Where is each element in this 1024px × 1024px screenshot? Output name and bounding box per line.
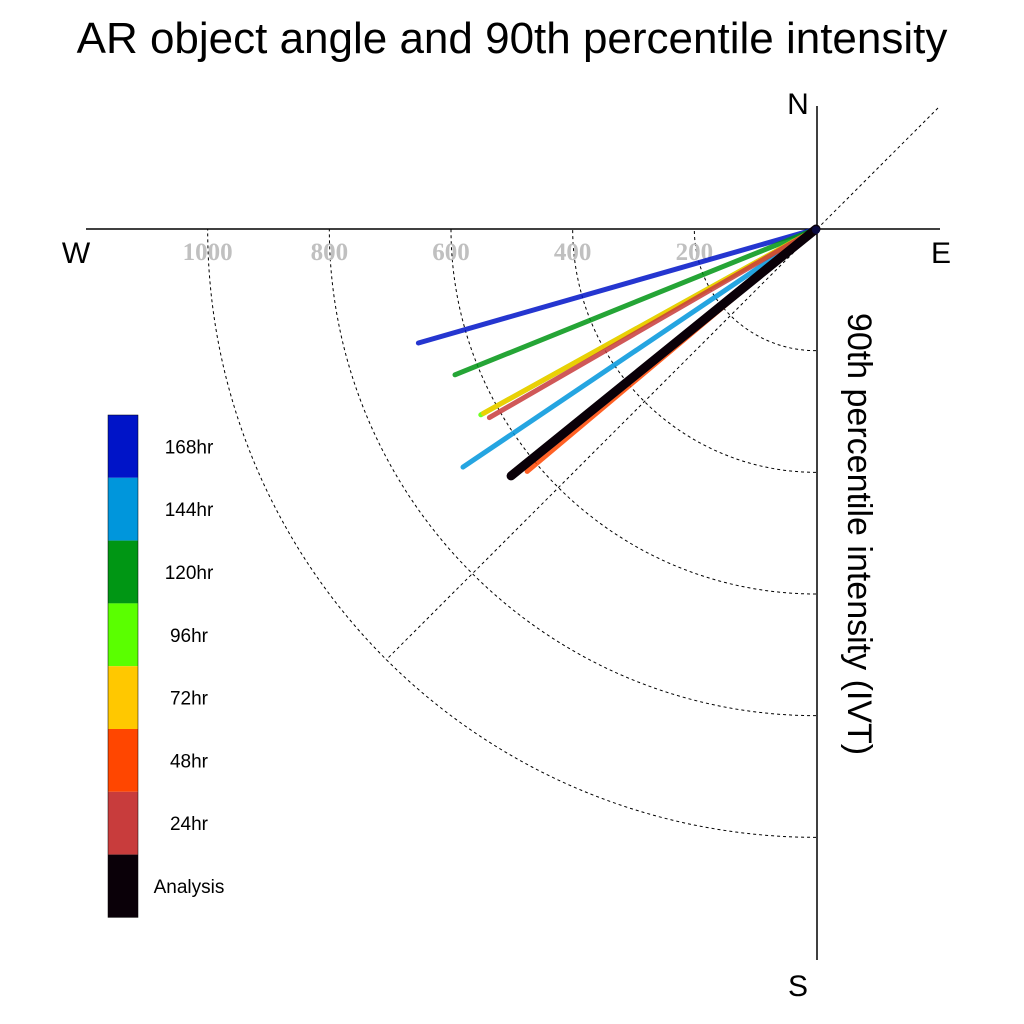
legend-label: Analysis xyxy=(154,877,225,898)
grid xyxy=(207,228,817,838)
series-line-analysis xyxy=(506,224,821,481)
legend-label: 48hr xyxy=(170,751,209,772)
legend-swatch xyxy=(108,603,138,667)
grid-arc xyxy=(450,228,817,595)
radial-tick-label: 600 xyxy=(432,239,470,266)
legend-swatch xyxy=(108,854,138,918)
legend-label: 24hr xyxy=(170,814,209,835)
radial-tick-label: 400 xyxy=(554,239,592,266)
legend-swatch xyxy=(108,477,138,541)
legend-swatch xyxy=(108,729,138,792)
south-label: S xyxy=(788,970,808,1003)
series-lines xyxy=(415,224,821,481)
north-label: N xyxy=(787,88,809,121)
radial-tick-label: 1000 xyxy=(183,239,233,266)
grid-arc xyxy=(207,228,817,838)
east-label: E xyxy=(931,237,951,270)
legend-label: 96hr xyxy=(170,626,209,647)
series-line-168hr xyxy=(415,226,819,346)
legend-label: 144hr xyxy=(165,500,214,521)
chart-title: AR object angle and 90th percentile inte… xyxy=(76,14,948,63)
grid-arc xyxy=(693,228,817,352)
grid-arc xyxy=(572,228,817,473)
legend-swatch xyxy=(108,666,138,729)
west-label: W xyxy=(62,237,91,270)
legend-swatch xyxy=(108,415,138,478)
legend-label: 168hr xyxy=(165,437,214,458)
radial-tick-label: 800 xyxy=(311,239,349,266)
diagonal-reference-line xyxy=(385,107,939,661)
series-line-24hr xyxy=(486,226,819,421)
legend-swatch xyxy=(108,540,138,604)
origin-marker xyxy=(812,226,820,234)
series-line-120hr xyxy=(452,226,819,378)
legend-border xyxy=(107,414,139,918)
legend-swatch xyxy=(108,791,138,855)
legend-label: 72hr xyxy=(170,689,209,710)
grid-arc xyxy=(328,228,817,717)
legend-label: 120hr xyxy=(165,563,214,584)
legend: 168hr 144hr 120hr 96hr 72hr 48hr 24hr Analysis xyxy=(107,414,225,918)
series-line-144hr xyxy=(460,226,819,470)
axes xyxy=(86,106,940,960)
y-axis-label: 90th percentile intensity (IVT) xyxy=(840,313,878,755)
